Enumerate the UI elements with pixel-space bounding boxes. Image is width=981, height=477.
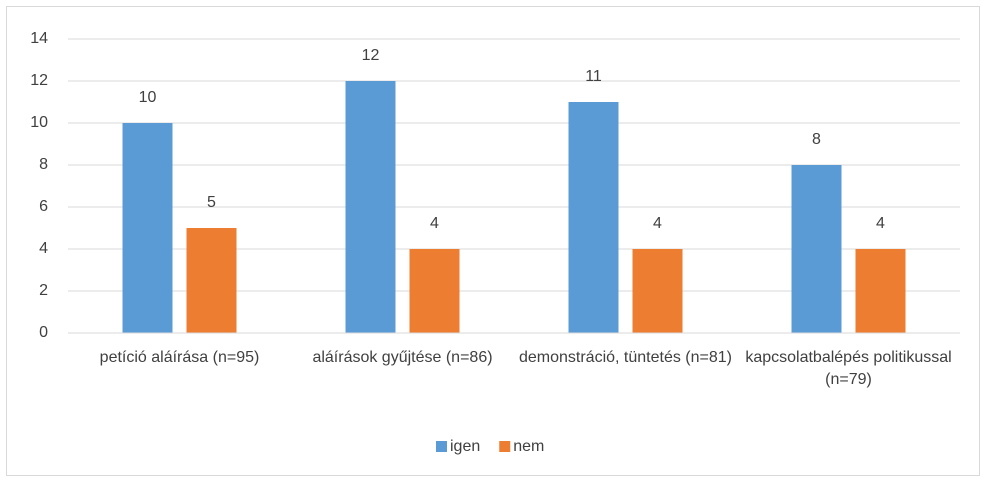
bar (568, 102, 619, 333)
x-tick-label: petíció aláírása (n=95) (99, 349, 260, 366)
legend-swatch (499, 441, 511, 452)
y-tick-label: 2 (39, 282, 48, 299)
data-label: 4 (430, 215, 439, 232)
bar (122, 123, 173, 333)
x-tick-label-box: demonstráció, tüntetés (n=81) (518, 349, 732, 366)
y-tick-label: 0 (39, 324, 48, 341)
x-tick-label: demonstráció, tüntetés (n=81) (518, 349, 732, 366)
x-tick-label-box: aláírások gyűjtése (n=86) (312, 349, 493, 366)
y-tick-label: 4 (39, 240, 48, 257)
y-tick-label: 12 (30, 72, 48, 89)
data-label: 5 (207, 194, 216, 211)
bar (791, 165, 842, 333)
x-tick-label: kapcsolatbalépés politikussal (n=79) (745, 349, 952, 388)
x-tick-label-box: petíció aláírása (n=95) (99, 349, 260, 366)
y-tick-label: 6 (39, 198, 48, 215)
data-label: 11 (585, 68, 602, 85)
x-tick-label-box: kapcsolatbalépés politikussal (n=79) (745, 349, 952, 388)
y-tick-label: 14 (30, 30, 48, 47)
bar (409, 249, 460, 333)
bar (345, 81, 396, 333)
data-label: 12 (362, 47, 380, 64)
data-label: 10 (139, 89, 157, 106)
legend-label: igen (450, 438, 480, 455)
legend-swatch (436, 441, 447, 452)
data-label: 4 (653, 215, 662, 232)
data-label: 4 (876, 215, 885, 232)
bar (186, 228, 237, 333)
data-label: 8 (812, 131, 821, 148)
x-tick-label: aláírások gyűjtése (n=86) (312, 349, 493, 366)
bar (855, 249, 906, 333)
y-tick-label: 10 (30, 114, 48, 131)
y-tick-label: 8 (39, 156, 48, 173)
bar (632, 249, 683, 333)
legend-label: nem (513, 438, 544, 455)
